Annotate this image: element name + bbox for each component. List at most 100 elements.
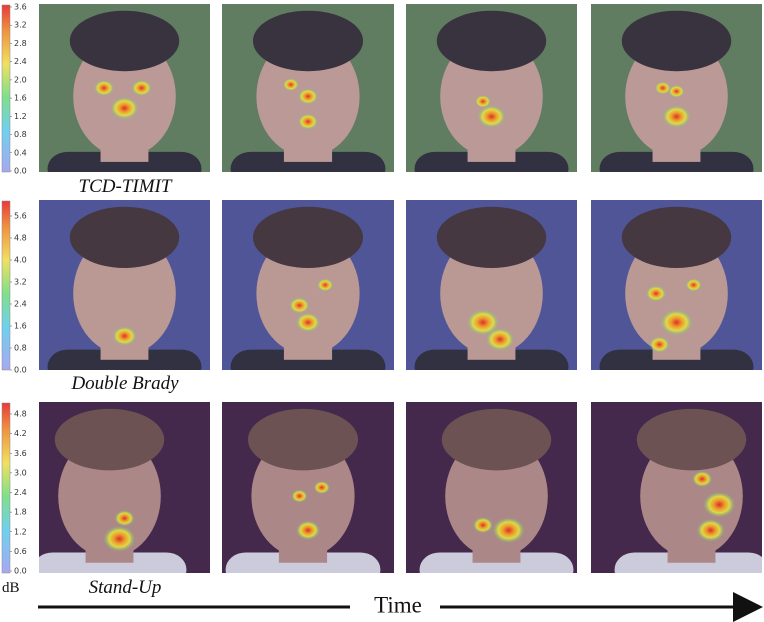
frame-image <box>39 200 210 370</box>
shirt <box>230 151 386 172</box>
colorbar-tick-label: 0.0 <box>14 366 27 375</box>
heat-spot <box>662 105 691 128</box>
frame <box>406 200 577 370</box>
hair <box>436 10 547 72</box>
frame-image <box>39 402 210 573</box>
hair <box>636 408 747 471</box>
shirt <box>419 552 574 573</box>
shirt <box>414 151 569 172</box>
heat-spot <box>291 489 308 503</box>
heat-spot <box>114 510 135 527</box>
hair <box>69 10 180 72</box>
heat-spot <box>645 285 666 302</box>
heat-spot <box>696 519 725 542</box>
heat-spot <box>472 517 493 534</box>
row-caption: Stand-Up <box>89 577 162 598</box>
heat-spot <box>282 78 299 92</box>
frame-image <box>39 4 210 172</box>
tint <box>222 200 394 370</box>
colorbar-tick-label: 0.0 <box>14 167 27 176</box>
colorbar-tick-label: 0.0 <box>14 567 27 576</box>
frame <box>591 402 762 573</box>
heat-spot <box>654 81 671 95</box>
frame-image <box>222 402 394 573</box>
heat-spot <box>93 80 114 96</box>
heat-spot <box>313 481 330 494</box>
hair <box>252 206 364 268</box>
tint <box>222 4 394 172</box>
hair <box>247 408 359 471</box>
colorbar-tick-label: 0.8 <box>14 130 27 139</box>
colorbar-tick-label: 1.8 <box>14 508 27 517</box>
colorbar-tick-label: 1.2 <box>14 527 27 536</box>
colorbar-tick-label: 0.8 <box>14 344 27 353</box>
frame <box>406 4 577 172</box>
hair <box>69 206 180 268</box>
shirt <box>47 349 202 370</box>
colorbar <box>1 402 11 574</box>
tint <box>222 402 394 573</box>
shirt <box>230 349 386 370</box>
frame-image <box>222 200 394 370</box>
heat-spot <box>298 113 318 130</box>
frame-image <box>406 4 577 172</box>
heat-spot <box>486 328 515 351</box>
colorbar-tick-label: 4.8 <box>14 234 27 243</box>
hair <box>441 408 552 471</box>
hair <box>252 10 364 72</box>
colorbar-tick-label: 3.0 <box>14 468 27 477</box>
shirt <box>614 552 762 573</box>
colorbar-tick-label: 2.4 <box>14 488 27 497</box>
heat-spot <box>317 278 334 292</box>
colorbar-tick-label: 4.0 <box>14 256 27 265</box>
tint <box>39 4 210 172</box>
frame <box>222 402 394 573</box>
frame-image <box>591 200 762 370</box>
heat-spot <box>668 84 685 98</box>
frame <box>222 4 394 172</box>
frame-image <box>406 402 577 573</box>
colorbar-tick-label: 4.8 <box>14 410 27 419</box>
heat-spot <box>477 105 506 128</box>
heat-spot <box>289 297 310 314</box>
heat-spot <box>296 520 320 540</box>
colorbar-tick-label: 3.2 <box>14 278 27 287</box>
colorbar-tick-label: 1.6 <box>14 322 27 331</box>
heat-spot <box>703 491 736 518</box>
colorbar-tick-label: 2.4 <box>14 57 27 66</box>
shirt <box>599 151 754 172</box>
heat-spot <box>298 88 318 105</box>
colorbar <box>1 4 11 173</box>
colorbar-tick-label: 2.0 <box>14 75 27 84</box>
row-caption: TCD-TIMIT <box>79 176 173 197</box>
colorbar-tick-label: 1.2 <box>14 112 27 121</box>
hair <box>54 408 165 471</box>
tint <box>406 4 577 172</box>
frame <box>406 402 577 573</box>
tint <box>406 402 577 573</box>
frame-image <box>222 4 394 172</box>
frame <box>591 200 762 370</box>
heat-spot <box>110 96 139 120</box>
heat-spot <box>131 80 152 96</box>
colorbar-tick-label: 1.6 <box>14 94 27 103</box>
frame <box>222 200 394 370</box>
colorbar-tick-label: 2.8 <box>14 39 27 48</box>
colorbar-tick-label: 3.2 <box>14 21 27 30</box>
frame <box>39 200 210 370</box>
colorbar-tick-label: 3.6 <box>14 449 27 458</box>
heat-spot <box>660 309 693 336</box>
heat-spot <box>685 278 702 292</box>
unit-label: dB <box>2 580 20 596</box>
shirt <box>47 151 202 172</box>
frame-image <box>406 200 577 370</box>
tint <box>591 402 762 573</box>
colorbar-tick-label: 0.4 <box>14 148 27 157</box>
colorbar-tick-label: 4.2 <box>14 429 27 438</box>
shirt <box>39 552 187 573</box>
heat-spot <box>296 312 320 332</box>
frame-image <box>591 4 762 172</box>
heat-spot <box>474 95 491 108</box>
heat-spot <box>492 517 525 544</box>
